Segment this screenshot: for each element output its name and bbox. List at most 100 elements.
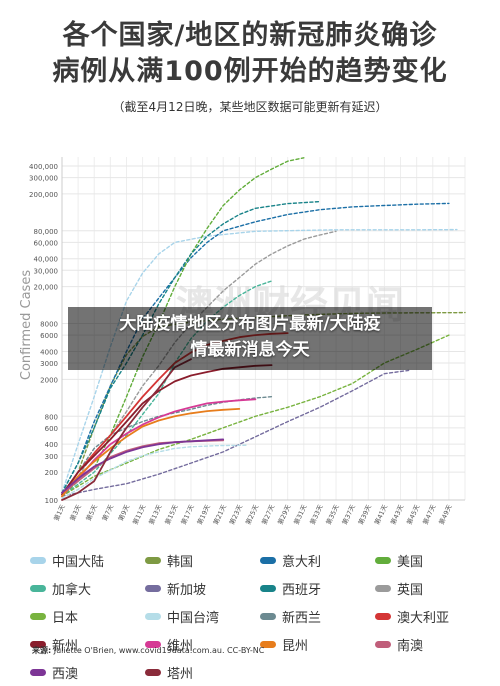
legend-label: 昆州 [282,638,309,654]
y-tick-label: 60,000 [34,239,59,247]
y-tick-label: 400,000 [29,163,58,171]
x-tick-label: 第27天 [259,503,276,527]
source-text: Juliette O'Brien, www.covid19data.com.au… [53,646,265,655]
legend-label: 南澳 [397,638,424,654]
x-tick-label: 第41天 [372,503,389,527]
legend-swatch [30,640,46,648]
legend-swatch [30,668,46,676]
legend-item: 昆州 [260,630,375,658]
legend-swatch [145,584,161,592]
y-tick-label: 200 [45,469,58,477]
legend-item: 韩国 [145,546,260,574]
legend-item: 维州 [145,630,260,658]
legend-row: 日本 中国台湾 新西兰 澳大利亚 [30,602,490,630]
legend-swatch [375,612,391,620]
series-line [61,358,192,501]
legend-label: 中国大陆 [52,554,105,570]
y-tick-label: 200,000 [29,191,58,199]
series-line [61,444,249,499]
chart-subtitle: （截至4月12日晚，某些地区数据可能更新有延迟） [112,100,388,114]
x-tick-label: 第43天 [388,503,405,527]
legend-swatch [30,584,46,592]
legend-swatch [145,612,161,620]
legend-swatch [260,612,276,620]
y-tick-label: 400 [45,441,58,449]
legend-row: 中国大陆 韩国 意大利 美国 [30,546,490,574]
legend-item: 日本 [30,602,145,630]
legend-item: 新州 [30,630,145,658]
legend-item: 新西兰 [260,602,375,630]
x-tick-label: 第47天 [420,503,437,527]
legend-swatch [260,556,276,564]
series-line [61,200,321,494]
y-tick-label: 4000 [40,348,58,356]
legend-swatch [260,640,276,648]
x-tick-label: 第37天 [340,503,357,527]
legend-label: 意大利 [282,554,322,570]
x-tick-label: 第7天 [100,503,116,523]
legend-item: 美国 [375,546,490,574]
y-tick-label: 6000 [40,332,58,340]
x-tick-label: 第5天 [84,503,100,523]
y-tick-label: 30,000 [34,267,59,275]
legend-label: 新西兰 [282,610,322,626]
x-tick-label: 第11天 [130,503,147,527]
x-tick-label: 第23天 [227,503,244,527]
x-tick-label: 第25天 [243,503,260,527]
legend-item: 西班牙 [260,574,375,602]
legend-label: 英国 [397,582,424,598]
legend-swatch [145,668,161,676]
y-tick-label: 3000 [40,360,58,368]
legend-swatch [145,556,161,564]
legend-item: 加拿大 [30,574,145,602]
legend-item: 南澳 [375,630,490,658]
x-tick-label: 第21天 [211,503,228,527]
legend-row: 新州 维州 昆州 南澳 [30,630,490,658]
legend-label: 西班牙 [282,582,322,598]
x-tick-label: 第17天 [179,503,196,527]
y-axis-ticks: 100 200 300 400 600 800 2000 3000 4000 6000 8000 20… [29,163,58,505]
legend-label: 韩国 [167,554,194,570]
legend-item: 新加坡 [145,574,260,602]
x-tick-label: 第45天 [404,503,421,527]
chart-title-line-1: 各个国家/地区的新冠肺炎确诊 [62,20,438,51]
legend-label: 维州 [167,638,194,654]
chart-title-line-2: 病例从满100例开始的趋势变化 [52,56,448,87]
overlay-banner[interactable]: 大陆疫情地区分布图片最新/大陆疫 情最新消息今天 [68,307,432,370]
y-tick-label: 2000 [40,376,58,384]
x-tick-label: 第35天 [324,503,341,527]
series-line [61,202,450,494]
legend-swatch [145,640,161,648]
overlay-line-1: 大陆疫情地区分布图片最新/大陆疫 [119,314,381,334]
legend-item: 英国 [375,574,490,602]
legend-swatch [375,640,391,648]
legend-label: 澳大利亚 [397,610,450,626]
legend-item: 塔州 [145,658,260,686]
y-tick-label: 8000 [40,321,58,329]
legend-label: 新州 [52,638,79,654]
legend-item: 中国台湾 [145,602,260,630]
x-tick-label: 第3天 [68,503,84,523]
legend-swatch [375,584,391,592]
overlay-line-2: 情最新消息今天 [190,340,310,360]
legend-label: 美国 [397,554,424,570]
y-tick-label: 300 [45,453,58,461]
legend-swatch [30,612,46,620]
series-line [61,228,458,494]
y-tick-label: 600 [45,425,58,433]
y-tick-label: 80,000 [34,228,59,236]
legend-row: 加拿大 新加坡 西班牙 英国 [30,574,490,602]
legend-label: 加拿大 [52,582,92,598]
source-label: 来源: [32,646,52,655]
y-tick-label: 40,000 [34,256,59,264]
x-tick-label: 第33天 [308,503,325,527]
legend-swatch [30,556,46,564]
series-line [61,369,410,497]
legend-item: 澳大利亚 [375,602,490,630]
series-line [61,438,225,494]
legend-item: 西澳 [30,658,145,686]
series-line [61,408,241,498]
legend-label: 西澳 [52,666,79,682]
legend-item: 意大利 [260,546,375,574]
y-axis-label: Confirmed Cases [19,270,34,380]
